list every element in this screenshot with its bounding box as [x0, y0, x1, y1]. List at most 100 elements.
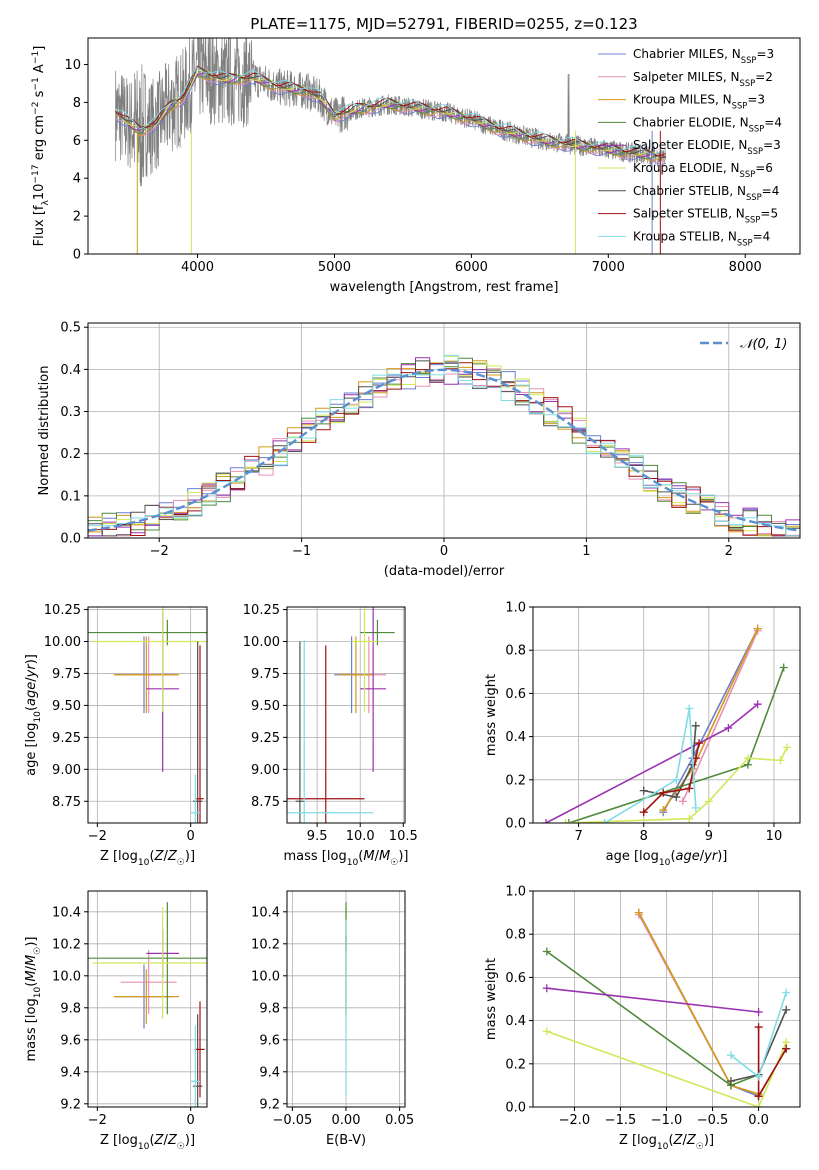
y-tick-label: 10.4: [52, 905, 81, 920]
series-marker: [726, 1077, 735, 1086]
series-marker: [691, 721, 700, 730]
y-tick-label: 9.2: [60, 1097, 81, 1112]
series-line: [546, 950, 759, 1087]
y-tick-label: 10.0: [251, 969, 280, 984]
series-marker: [678, 797, 687, 806]
errorbar-kroupa-elodie: [92, 907, 207, 1019]
axes: −2 09.29.49.69.810.010.210.4Z [log10(Z/Z☉…: [24, 890, 208, 1152]
x-tick-label: 0.05: [385, 1113, 414, 1128]
x-axis-label-part: ☉: [177, 1142, 185, 1152]
series-marker: [753, 700, 762, 709]
x-axis-label-part: )]: [704, 1133, 714, 1148]
y-axis-label: mass [log10(M/M☉)]: [24, 937, 43, 1062]
series-marker: [726, 1051, 735, 1060]
series-marker: [542, 947, 551, 956]
y-axis-label-part: λ: [41, 200, 51, 206]
series-kroupa-stelib: [600, 704, 700, 823]
y-tick-label: 0.6: [505, 687, 526, 702]
panel-weight-vs-Z: −2.0 −1.5 −1.0 −0.5 0.0 0.0 0.2 0.4 0.6 0.8 1.0 Z […: [484, 885, 801, 1152]
legend-suffix: =3: [756, 47, 774, 61]
plot-area: [287, 607, 395, 823]
errorbar-kroupa-stelib: [190, 774, 200, 823]
y-tick-label: 0.8: [505, 644, 526, 659]
y-axis-label-part: M: [24, 955, 39, 966]
x-tick-label: −0.5: [697, 1113, 729, 1128]
legend-text: Chabrier STELIB, N: [633, 184, 746, 198]
legend-suffix: =6: [755, 161, 773, 175]
legend-text: Kroupa ELODIE, N: [633, 161, 740, 175]
model-line-chabrier-stelib: [115, 66, 666, 158]
x-axis-label-part: 10: [659, 858, 671, 868]
series-line: [643, 742, 700, 813]
y-tick-label: 4: [73, 172, 81, 187]
series-marker: [779, 663, 788, 672]
series-marker: [639, 808, 648, 817]
y-axis-label-part: A: [32, 64, 47, 77]
x-axis-label-part: 10: [138, 1142, 150, 1152]
x-axis-label: Z [log10(Z/Z☉)]: [100, 1133, 195, 1152]
y-axis-label-part: 10: [33, 711, 43, 723]
legend-label-normal: 𝒩(0, 1): [740, 337, 787, 352]
y-tick-label: 8.75: [52, 795, 81, 810]
y-axis-label-part: mass [log: [24, 998, 39, 1061]
errorbar-kroupa-elodie: [92, 607, 207, 712]
x-tick-label: −2: [88, 829, 107, 844]
y-axis-label-part: Flux [f: [32, 205, 47, 246]
series-marker: [754, 1007, 763, 1016]
x-axis-label: (data-model)/error: [384, 564, 505, 579]
y-tick-label: 2: [73, 210, 81, 225]
x-axis-label-part: Z: [167, 1133, 178, 1148]
x-tick-label: 8: [640, 829, 648, 844]
x-tick-label: 10: [766, 829, 783, 844]
grid: [88, 891, 207, 1107]
y-axis-label-part: 10: [32, 184, 47, 201]
x-tick-label: 10.0: [346, 829, 375, 844]
legend-label-kroupa-elodie: Kroupa ELODIE, NSSP=6: [633, 161, 773, 179]
y-tick-label: 9.6: [60, 1033, 81, 1048]
x-tick-label: 0.00: [332, 1113, 361, 1128]
y-tick-label: 9.00: [52, 763, 81, 778]
legend-subscript: SSP: [740, 169, 756, 179]
x-axis-label-part: Z: [686, 1133, 697, 1148]
plot-area: [115, 38, 667, 254]
panel-mass-vs-ebv: −0.05 0.00 0.05 9.2 9.4 9.6 9.8 10.0 10.2 10.4 E(B…: [251, 890, 414, 1148]
y-tick-label: 0.2: [60, 447, 81, 462]
y-axis-label-part: /: [24, 965, 39, 970]
legend-suffix: =3: [763, 138, 781, 152]
y-tick-label: 0.3: [60, 405, 81, 420]
y-tick-label: 10.0: [52, 969, 81, 984]
y-axis-label: mass weight: [484, 958, 499, 1040]
legend-text: Salpeter MILES, N: [633, 70, 740, 84]
x-axis-label-part: ☉: [390, 858, 398, 868]
series-line: [643, 725, 697, 799]
series-marker: [782, 1044, 791, 1053]
series-marker: [695, 739, 704, 748]
y-tick-label: 0: [73, 248, 81, 263]
y-axis-label-part: ☉: [33, 947, 43, 955]
y-tick-label: 1.0: [505, 601, 526, 616]
y-axis-label-part: )]: [24, 654, 39, 664]
legend-subscript: SSP: [747, 146, 763, 156]
x-tick-label: −1.5: [605, 1113, 637, 1128]
legend-subscript: SSP: [746, 192, 762, 202]
y-tick-label: 0.0: [505, 1101, 526, 1116]
axes-frame: [87, 890, 208, 1108]
plot-area: [88, 902, 207, 1107]
x-tick-label: 5000: [318, 260, 351, 275]
observed-spectrum-line: [115, 38, 667, 187]
x-axis-label-part: Z [log: [100, 849, 138, 864]
y-tick-label: 0.6: [505, 971, 526, 986]
y-tick-label: 9.8: [60, 1001, 81, 1016]
x-axis-label: E(B-V): [326, 1133, 366, 1148]
series-marker: [542, 984, 551, 993]
series-line: [682, 630, 759, 802]
series-marker: [782, 743, 791, 752]
legend-text: Salpeter ELODIE, N: [633, 138, 747, 152]
x-axis-label-part: (: [358, 849, 363, 864]
legend-subscript: SSP: [732, 101, 748, 111]
series-marker: [753, 624, 762, 633]
y-axis-label-part: −1: [31, 51, 41, 64]
y-axis-label-part: 10: [33, 987, 43, 999]
x-axis-label: age [log10(age/yr)]: [606, 849, 728, 868]
